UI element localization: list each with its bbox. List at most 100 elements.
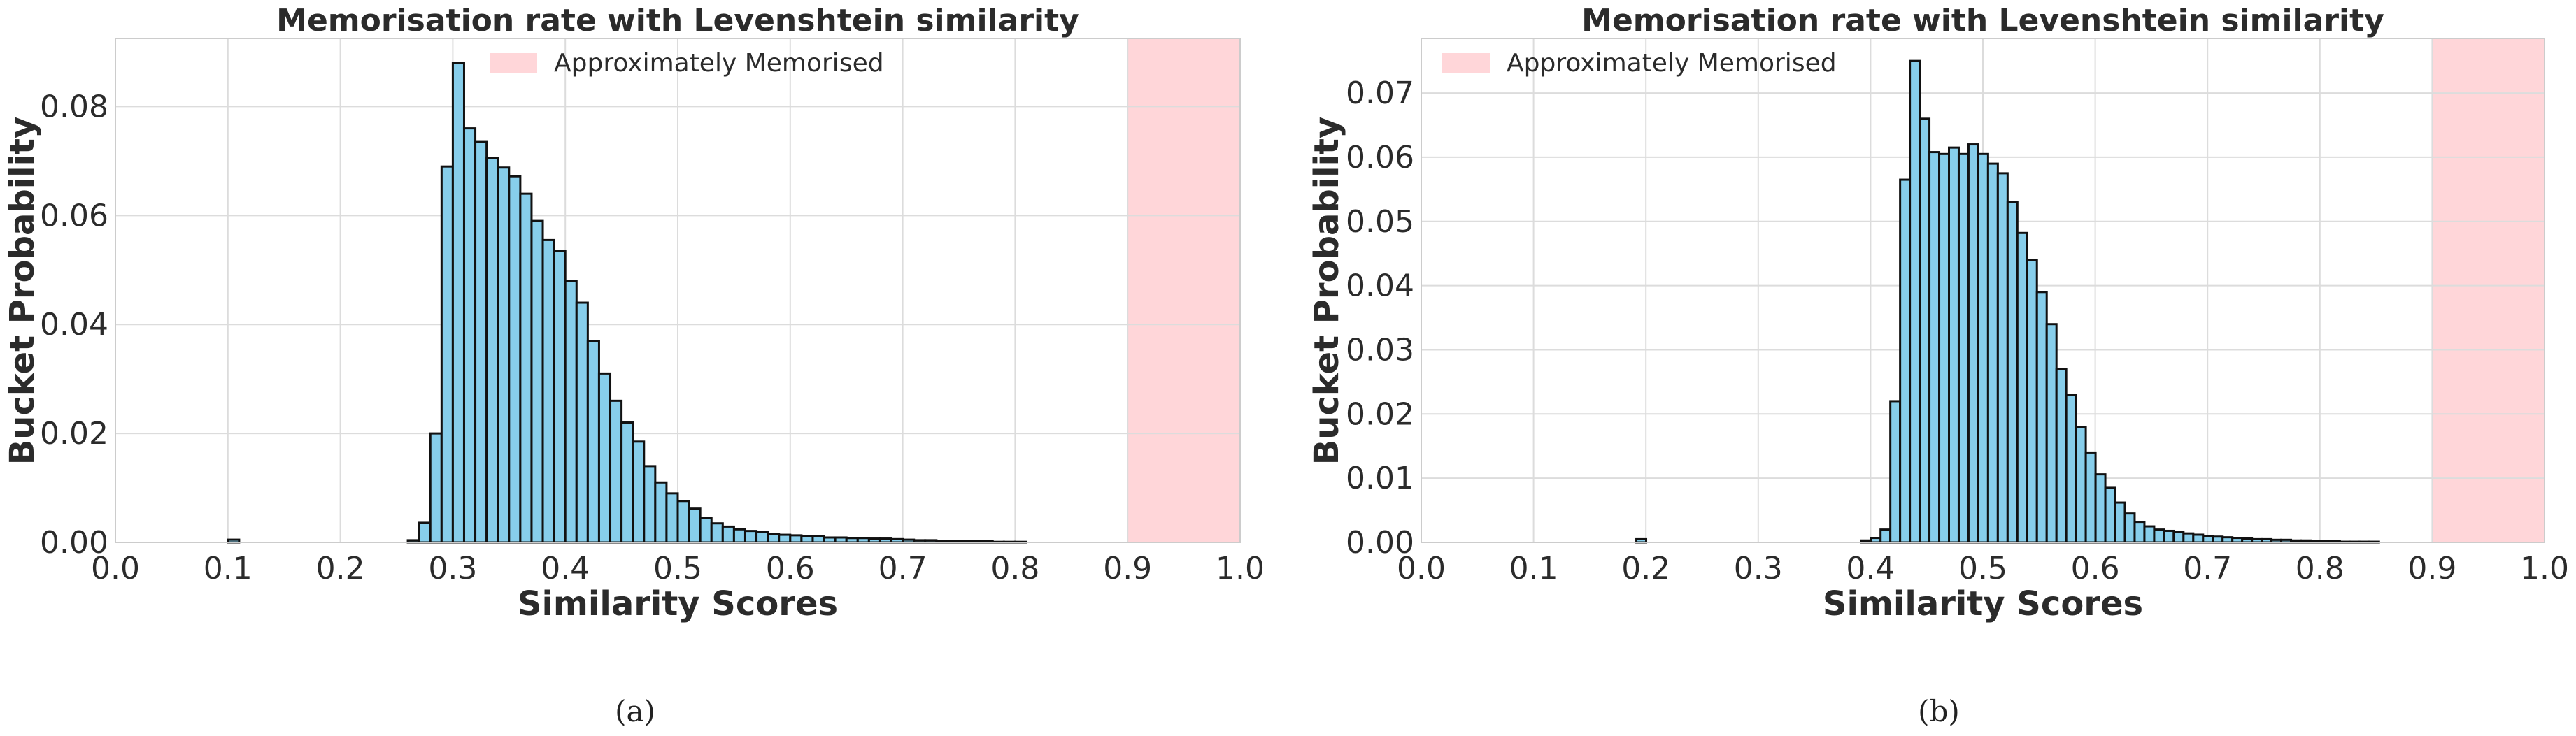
panel-caption: (b) <box>1918 694 1960 728</box>
histogram-bar <box>485 157 499 544</box>
histogram-bar <box>429 432 443 544</box>
x-axis-label: Similarity Scores <box>518 584 838 623</box>
histogram-bar <box>1909 59 1921 544</box>
legend-swatch <box>1442 53 1490 73</box>
histogram-bar <box>2123 512 2136 544</box>
histogram-bar <box>462 127 477 544</box>
histogram-bar <box>710 522 724 544</box>
y-tick-label: 0.07 <box>1346 75 1414 111</box>
histogram-bar <box>497 166 511 544</box>
x-tick-label: 0.1 <box>1509 551 1558 586</box>
histogram-bar <box>823 536 837 544</box>
histogram-bar <box>767 533 781 544</box>
x-tick-label: 0.9 <box>2407 551 2456 586</box>
x-axis-label: Similarity Scores <box>1823 584 2143 623</box>
plot-frame <box>1421 38 2545 543</box>
histogram-bar <box>2104 486 2116 544</box>
histogram-bar <box>632 440 646 544</box>
histogram-bar <box>1919 117 1931 544</box>
x-tick-label: 1.0 <box>2520 551 2569 586</box>
histogram-bar <box>778 533 792 544</box>
histogram-bar <box>1986 162 1999 544</box>
histogram-bar <box>2172 531 2185 544</box>
histogram-bar <box>2094 473 2107 544</box>
histogram-bar <box>721 525 735 544</box>
histogram-bar <box>2026 259 2038 544</box>
histogram-bar <box>2075 426 2087 544</box>
x-tick-label: 0.2 <box>1621 551 1670 586</box>
y-tick-label: 0.08 <box>40 89 108 124</box>
histogram-bar <box>676 500 690 544</box>
histogram-bar <box>2153 528 2165 544</box>
y-tick-label: 0.01 <box>1346 461 1414 496</box>
histogram-bar <box>688 507 702 544</box>
histogram-bar <box>2202 535 2214 544</box>
x-tick-label: 0.0 <box>91 551 140 586</box>
legend-label: Approximately Memorised <box>554 49 884 78</box>
y-tick-label: 0.02 <box>40 416 108 452</box>
histogram-bar <box>1938 152 1950 544</box>
x-tick-label: 0.5 <box>653 551 702 586</box>
histogram-bar <box>474 140 488 544</box>
x-tick-label: 0.1 <box>204 551 252 586</box>
histogram-bar <box>586 340 600 544</box>
histogram-bar <box>699 517 713 544</box>
histogram-bar <box>2084 451 2097 544</box>
shaded-region-approximately-memorised <box>1127 38 1240 542</box>
chart-title: Memorisation rate with Levenshtein simil… <box>276 3 1079 38</box>
x-tick-label: 0.6 <box>2071 551 2120 586</box>
histogram-bar <box>2143 525 2156 544</box>
histogram-bar <box>654 481 668 544</box>
legend-label: Approximately Memorised <box>1507 49 1837 78</box>
histogram-bar <box>834 536 848 544</box>
y-tick-label: 0.06 <box>1346 140 1414 175</box>
y-tick-label: 0.02 <box>1346 396 1414 432</box>
histogram-bar <box>2163 529 2175 544</box>
x-tick-label: 0.7 <box>878 551 927 586</box>
histogram-bar <box>2055 368 2068 544</box>
histogram-bar <box>418 521 432 544</box>
histogram-bar <box>800 535 814 544</box>
histogram-bar <box>553 250 567 544</box>
histogram-bar <box>2065 394 2077 544</box>
shaded-region-approximately-memorised <box>2432 38 2545 542</box>
x-tick-label: 0.4 <box>541 551 590 586</box>
histogram-bar <box>2006 201 2019 544</box>
histogram-bar <box>508 175 522 544</box>
y-tick-label: 0.00 <box>40 525 108 561</box>
histogram-bar <box>1996 172 2009 544</box>
histogram-bar <box>597 372 612 544</box>
histogram-bar <box>732 528 746 544</box>
x-tick-label: 0.0 <box>1397 551 1446 586</box>
histogram-bar <box>2045 323 2058 544</box>
histogram-bar <box>1889 400 1902 544</box>
histogram-bar <box>2182 532 2195 544</box>
histogram-bar <box>575 301 589 544</box>
y-tick-label: 0.00 <box>1346 525 1414 561</box>
histogram-bar <box>1879 528 1892 544</box>
legend-swatch <box>490 53 537 73</box>
x-tick-label: 0.3 <box>428 551 477 586</box>
x-tick-label: 0.3 <box>1734 551 1783 586</box>
histogram-bar <box>519 192 533 544</box>
x-tick-label: 0.8 <box>2296 551 2344 586</box>
histogram-bar <box>1957 152 1970 544</box>
histogram-bar <box>530 219 544 544</box>
chart-panel-b: 0.0 0.1 0.2 0.3 0.4 0.5 0.6 0.7 0.8 0.9 1.0 0.00 0.0… <box>1307 3 2569 728</box>
chart-title: Memorisation rate with Levenshtein simil… <box>1581 3 2384 38</box>
x-tick-label: 0.4 <box>1846 551 1895 586</box>
histogram-bar <box>2114 501 2126 544</box>
x-tick-label: 0.2 <box>316 551 365 586</box>
histogram-bar <box>564 280 578 544</box>
histogram-bar <box>811 535 825 544</box>
x-tick-label: 1.0 <box>1216 551 1265 586</box>
histogram-bar <box>541 238 555 544</box>
y-tick-label: 0.03 <box>1346 332 1414 368</box>
histogram-bar <box>2016 231 2028 544</box>
histogram-bar <box>1947 146 1960 544</box>
y-tick-label: 0.04 <box>1346 268 1414 304</box>
x-tick-label: 0.6 <box>766 551 815 586</box>
histogram-bar <box>2035 291 2048 544</box>
histogram-bar <box>620 421 634 544</box>
